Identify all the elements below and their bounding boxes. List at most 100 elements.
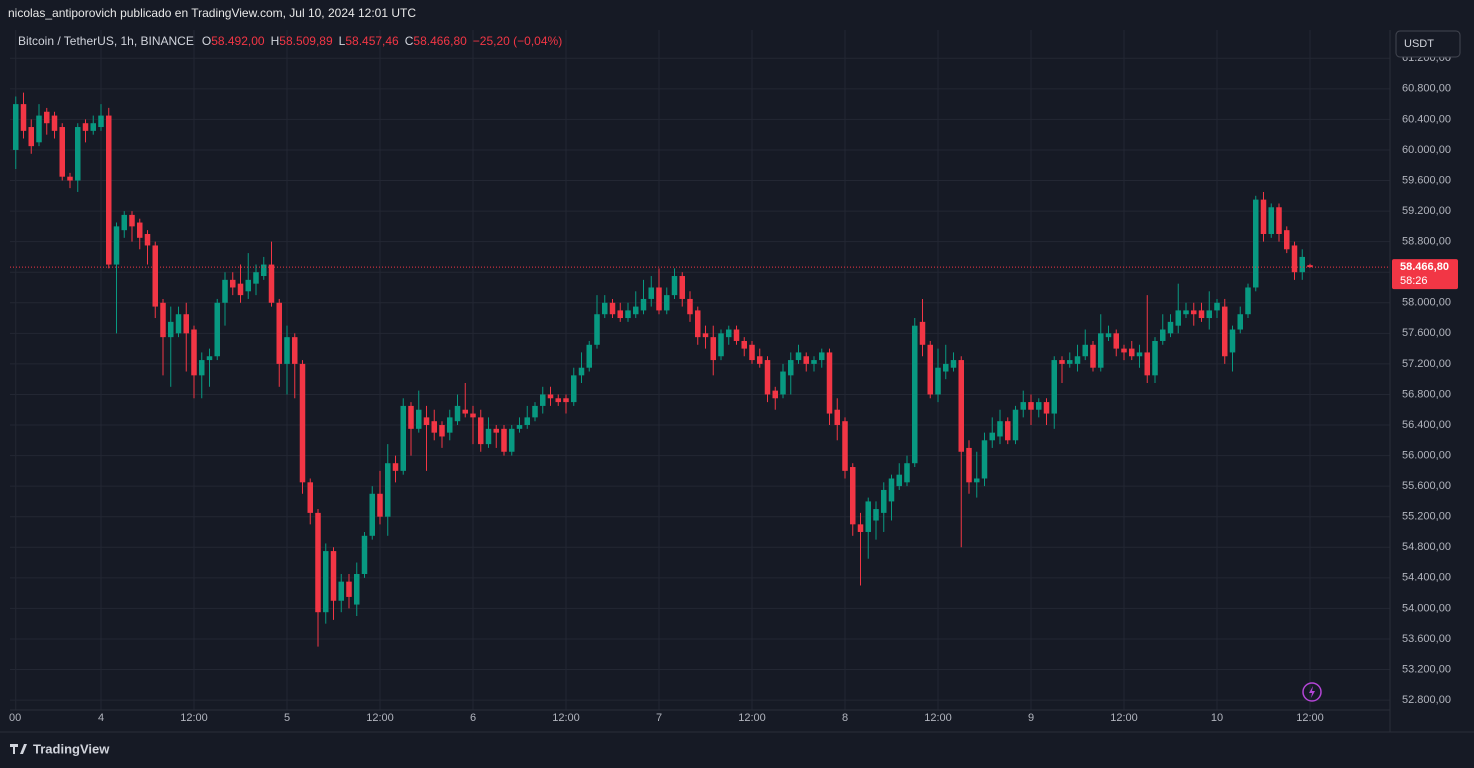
candle-body	[1098, 333, 1104, 368]
y-tick-label: 54.800,00	[1402, 541, 1451, 553]
logo-mark	[10, 744, 27, 754]
legend-key: H	[271, 34, 280, 48]
candle-body	[857, 524, 864, 532]
candle-body	[1136, 352, 1143, 357]
x-tick-label: 6	[470, 712, 476, 724]
x-tick-label: 5	[284, 712, 290, 724]
candle-body	[617, 310, 623, 319]
candle-body	[772, 390, 778, 399]
candle-body	[1284, 230, 1290, 250]
candle-body	[175, 314, 182, 334]
candle-body	[811, 360, 817, 364]
candle-body	[563, 398, 569, 403]
candle-body	[20, 104, 27, 131]
candle-body	[470, 413, 476, 418]
candle-body	[392, 463, 399, 471]
candle-body	[501, 428, 507, 452]
y-tick-label: 55.200,00	[1402, 511, 1451, 523]
candle-body	[602, 302, 608, 315]
legend-change: −25,20 (−0,04%)	[473, 34, 562, 48]
candle-body	[1260, 199, 1267, 234]
candle-body	[36, 115, 42, 143]
candle-body	[571, 375, 577, 403]
button-frame[interactable]	[1395, 30, 1461, 58]
candle-body	[687, 298, 693, 315]
x-tick-label: 4	[98, 712, 104, 724]
candle-body	[912, 325, 918, 464]
legend-value: 58.509,89	[279, 34, 333, 48]
x-tick-label: 12:00	[180, 712, 208, 724]
candle-body	[1067, 360, 1073, 364]
candle-body	[323, 551, 329, 613]
candle-body	[67, 176, 73, 181]
candle-body	[330, 551, 337, 601]
candle-body	[44, 111, 50, 124]
x-tick-label: 10	[1211, 712, 1223, 724]
candle-body	[532, 405, 538, 418]
icon-bolt[interactable]	[1309, 686, 1315, 698]
candle-body	[385, 463, 391, 517]
candle-body	[873, 509, 879, 521]
candle-body	[423, 417, 430, 426]
candle-body	[361, 535, 368, 574]
candle-body	[927, 344, 933, 395]
candle-body	[780, 371, 786, 395]
candle-body	[1222, 306, 1228, 357]
candle-body	[199, 360, 205, 376]
legend-value: 58.492,00	[211, 34, 265, 48]
y-tick-label: 58.000,00	[1402, 297, 1451, 309]
candle-body	[1268, 207, 1274, 234]
y-tick-label: 54.000,00	[1402, 602, 1451, 614]
candle-body	[106, 115, 112, 265]
y-tick-label: 53.600,00	[1402, 633, 1451, 645]
icon-ring[interactable]	[1302, 682, 1322, 702]
candle-body	[764, 360, 771, 395]
axes: 61.200,0060.800,0060.400,0060.000,0059.6…	[9, 52, 1458, 724]
candle-body	[1074, 356, 1081, 364]
lightning-icon[interactable]	[1302, 682, 1322, 702]
candle-body	[261, 264, 267, 277]
last-price-label: 58.466,80	[1400, 261, 1449, 273]
y-tick-label: 60.000,00	[1402, 144, 1451, 156]
logo: TradingView	[10, 741, 110, 756]
candle-body	[850, 467, 856, 525]
candle-body	[307, 482, 313, 513]
candle-body	[950, 360, 957, 368]
candle-body	[1059, 360, 1065, 364]
candle-body	[974, 478, 980, 483]
candle-body	[671, 276, 678, 296]
y-tick-label: 56.000,00	[1402, 449, 1451, 461]
candle-body	[609, 302, 616, 315]
candle-body	[1005, 421, 1011, 441]
legend-value: 58.457,46	[345, 34, 399, 48]
button-label[interactable]: USDT	[1404, 38, 1434, 50]
candle-body	[1198, 310, 1205, 319]
candle-body	[1299, 256, 1305, 273]
candle-body	[540, 394, 546, 406]
candle-body	[183, 314, 189, 334]
candle-body	[989, 432, 995, 441]
candle-body	[578, 367, 585, 376]
candle-body	[59, 127, 65, 177]
candle-body	[284, 337, 290, 364]
candle-body	[795, 352, 802, 361]
candle-body	[485, 428, 492, 445]
candle-body	[788, 360, 794, 376]
candle-body	[896, 474, 902, 487]
candle-body	[222, 279, 228, 303]
candle-body	[935, 367, 941, 395]
candle-body	[51, 115, 58, 131]
candle-body	[90, 123, 96, 131]
candle-body	[191, 329, 197, 376]
candle-body	[1237, 314, 1243, 330]
currency-button[interactable]: USDT	[1395, 30, 1461, 58]
candle-body	[904, 463, 910, 483]
candle-body	[1245, 287, 1251, 315]
candle-body	[1105, 333, 1112, 338]
y-tick-label: 60.800,00	[1402, 83, 1451, 95]
candle-body	[152, 245, 158, 307]
candle-body	[338, 581, 344, 601]
y-tick-label: 56.800,00	[1402, 388, 1451, 400]
x-tick-label: 12:00	[738, 712, 766, 724]
candle-body	[919, 321, 926, 345]
